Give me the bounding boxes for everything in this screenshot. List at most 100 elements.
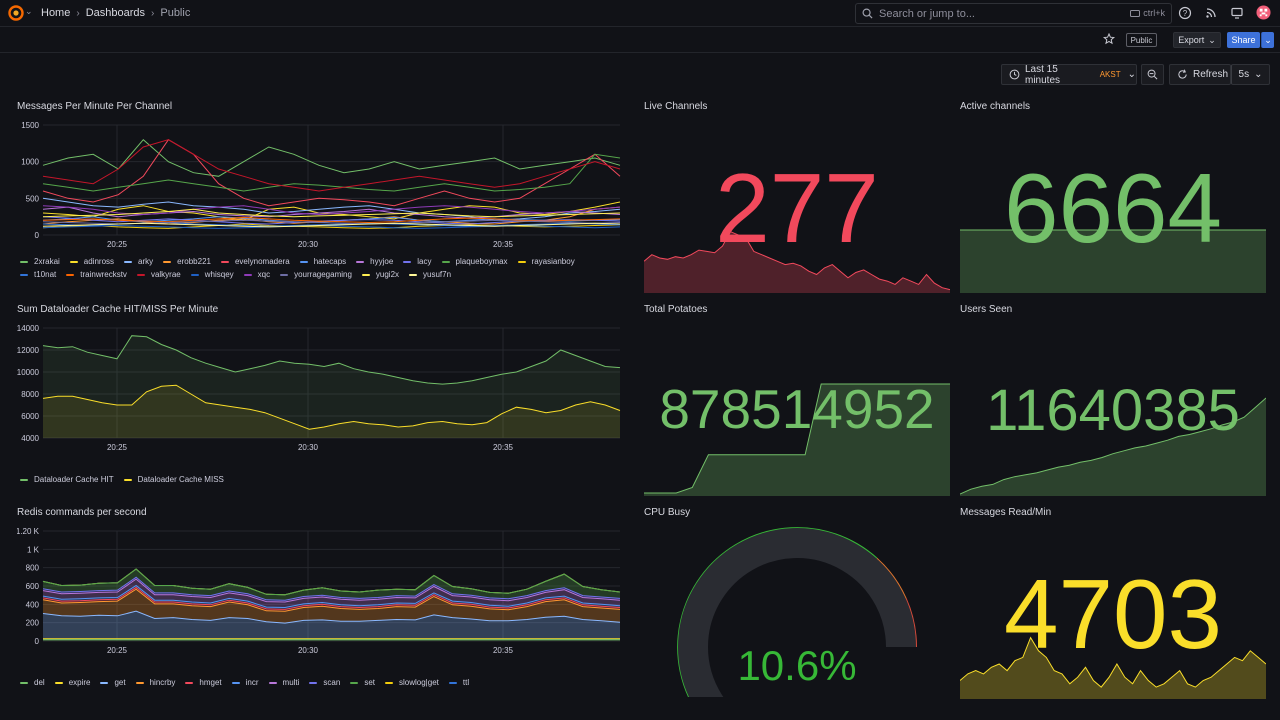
live-channels-panel[interactable]: Live Channels 277 bbox=[644, 101, 950, 293]
legend-item[interactable]: trainwreckstv bbox=[66, 270, 127, 279]
legend-item[interactable]: hmget bbox=[185, 678, 222, 687]
legend-item[interactable]: ttl bbox=[448, 678, 469, 687]
messages-per-minute-chart[interactable]: 0 500 1000 1500 20:25 20:30 20:35 bbox=[17, 119, 630, 269]
series-line-plaqueboymax[interactable] bbox=[42, 153, 621, 192]
legend-swatch bbox=[163, 260, 172, 263]
legend-label: expire bbox=[68, 678, 91, 687]
legend-item[interactable]: Dataloader Cache MISS bbox=[123, 475, 224, 484]
messages-per-minute-panel[interactable]: Messages Per Minute Per Channel 0 500 1000… bbox=[17, 101, 630, 291]
dataloader-cache-chart[interactable]: 4000 6000 8000 10000 12000 14000 20:25 20:30 20:… bbox=[17, 322, 630, 472]
search-input[interactable]: Search or jump to... ctrl+k bbox=[855, 3, 1172, 24]
series-line-hmget[interactable] bbox=[42, 586, 621, 610]
legend-item[interactable]: 2xrakai bbox=[20, 257, 60, 266]
legend-item[interactable]: hincrby bbox=[135, 678, 175, 687]
share-options-button[interactable]: ⌄ bbox=[1261, 32, 1274, 48]
legend-item[interactable]: hyyjoe bbox=[356, 257, 393, 266]
legend-item[interactable]: scan bbox=[309, 678, 340, 687]
legend-item[interactable]: yugi2x bbox=[361, 270, 399, 279]
refresh-button[interactable]: Refresh bbox=[1169, 64, 1231, 85]
series-line-2xrakai[interactable] bbox=[42, 138, 621, 177]
panel-title: Users Seen bbox=[960, 304, 1013, 315]
sparkline-line bbox=[644, 383, 950, 494]
y-tick-label: 500 bbox=[26, 194, 40, 203]
rss-feed-icon[interactable] bbox=[1204, 6, 1218, 20]
redis-commands-chart[interactable]: 0 200 400 600 800 1 K 1.20 K 20:25 20:30 20:35 bbox=[17, 525, 630, 675]
legend-swatch bbox=[69, 260, 78, 263]
breadcrumb-home[interactable]: Home bbox=[41, 7, 71, 19]
legend-item[interactable]: multi bbox=[268, 678, 299, 687]
refresh-interval-picker[interactable]: 5s ⌄ bbox=[1231, 64, 1270, 85]
series-line-scan[interactable] bbox=[42, 576, 621, 601]
star-icon[interactable] bbox=[1103, 33, 1115, 45]
series-line-Dataloader Cache MISS[interactable] bbox=[42, 384, 621, 430]
legend-item[interactable]: yusuf7n bbox=[409, 270, 451, 279]
chevron-right-icon: › bbox=[76, 7, 80, 19]
breadcrumb-dashboards[interactable]: Dashboards bbox=[85, 7, 146, 19]
y-tick-label: 800 bbox=[26, 564, 40, 573]
legend-item[interactable]: t10nat bbox=[20, 270, 56, 279]
legend-swatch bbox=[185, 681, 194, 684]
export-button[interactable]: Export ⌄ bbox=[1173, 32, 1221, 48]
series-line-xqc[interactable] bbox=[42, 205, 621, 216]
legend-label: t10nat bbox=[34, 270, 57, 279]
legend-swatch bbox=[299, 260, 308, 263]
legend-label: 2xrakai bbox=[34, 257, 60, 266]
legend-swatch bbox=[66, 273, 75, 276]
series-line-valkyrae[interactable] bbox=[42, 139, 621, 192]
series-line-set[interactable] bbox=[42, 568, 621, 596]
series-line-arky[interactable] bbox=[42, 197, 621, 221]
series-line-multi[interactable] bbox=[42, 578, 621, 603]
y-tick-label: 6000 bbox=[21, 412, 39, 421]
zoom-out-button[interactable] bbox=[1141, 64, 1164, 85]
legend-item[interactable]: evelynomadera bbox=[220, 257, 290, 266]
legend-item[interactable]: get bbox=[100, 678, 126, 687]
chevron-down-icon: ⌄ bbox=[1208, 34, 1216, 45]
user-avatar-icon[interactable] bbox=[1256, 5, 1271, 20]
legend-item[interactable]: lacy bbox=[403, 257, 432, 266]
legend-item[interactable]: set bbox=[350, 678, 375, 687]
legend-item[interactable]: hatecaps bbox=[299, 257, 346, 266]
legend-item[interactable]: slowlog|get bbox=[385, 678, 439, 687]
series-line-evelynomadera[interactable] bbox=[42, 139, 621, 207]
chevron-down-icon[interactable]: ⌄ bbox=[25, 6, 33, 16]
series-line-get[interactable] bbox=[42, 610, 621, 624]
dataloader-cache-panel[interactable]: Sum Dataloader Cache HIT/MISS Per Minute… bbox=[17, 304, 630, 494]
legend-item[interactable]: valkyrae bbox=[136, 270, 181, 279]
grafana-logo-icon[interactable] bbox=[8, 5, 24, 21]
series-line-yugi2x[interactable] bbox=[42, 208, 621, 218]
total-potatoes-panel[interactable]: Total Potatoes 878514952 bbox=[644, 304, 950, 496]
series-line-trainwreckstv[interactable] bbox=[42, 216, 621, 224]
legend-item[interactable]: incr bbox=[231, 678, 259, 687]
series-line-incr[interactable] bbox=[42, 584, 621, 609]
legend-item[interactable]: yourragegaming bbox=[280, 270, 352, 279]
legend-item[interactable]: adinross bbox=[69, 257, 114, 266]
messages-read-panel[interactable]: Messages Read/Min 4703 bbox=[960, 507, 1266, 699]
legend-item[interactable]: del bbox=[20, 678, 45, 687]
legend-item[interactable]: erobb221 bbox=[163, 257, 211, 266]
redis-commands-panel[interactable]: Redis commands per second 0 200 400 600 800 1… bbox=[17, 507, 630, 697]
users-seen-panel[interactable]: Users Seen 11640385 bbox=[960, 304, 1266, 496]
legend-item[interactable]: arky bbox=[124, 257, 153, 266]
share-button[interactable]: Share bbox=[1227, 32, 1260, 48]
time-range-picker[interactable]: Last 15 minutes AKST ⌄ bbox=[1001, 64, 1137, 86]
series-line-Dataloader Cache HIT[interactable] bbox=[42, 335, 621, 385]
legend-item[interactable]: plaqueboymax bbox=[441, 257, 508, 266]
legend-item[interactable]: expire bbox=[54, 678, 91, 687]
panel-title: Sum Dataloader Cache HIT/MISS Per Minute bbox=[17, 304, 219, 315]
help-icon[interactable]: ? bbox=[1178, 6, 1192, 20]
legend-swatch bbox=[517, 260, 526, 263]
legend-item[interactable]: Dataloader Cache HIT bbox=[20, 475, 114, 484]
series-line-yusuf7n[interactable] bbox=[42, 222, 621, 228]
cpu-busy-panel[interactable]: CPU Busy 10.6% bbox=[644, 507, 950, 699]
legend-label: lacy bbox=[417, 257, 432, 266]
legend-item[interactable]: rayasianboy bbox=[517, 257, 575, 266]
active-channels-panel[interactable]: Active channels 6664 bbox=[960, 101, 1266, 293]
live-channels-sparkline bbox=[644, 230, 950, 293]
series-line-hincrby[interactable] bbox=[42, 588, 621, 612]
sparkline-area bbox=[960, 230, 1266, 293]
monitor-icon[interactable] bbox=[1230, 6, 1244, 20]
series-line-rayasianboy[interactable] bbox=[42, 223, 621, 229]
legend-item[interactable]: xqc bbox=[243, 270, 270, 279]
legend-item[interactable]: whisqey bbox=[190, 270, 234, 279]
series-line-hyyjoe[interactable] bbox=[42, 206, 621, 219]
